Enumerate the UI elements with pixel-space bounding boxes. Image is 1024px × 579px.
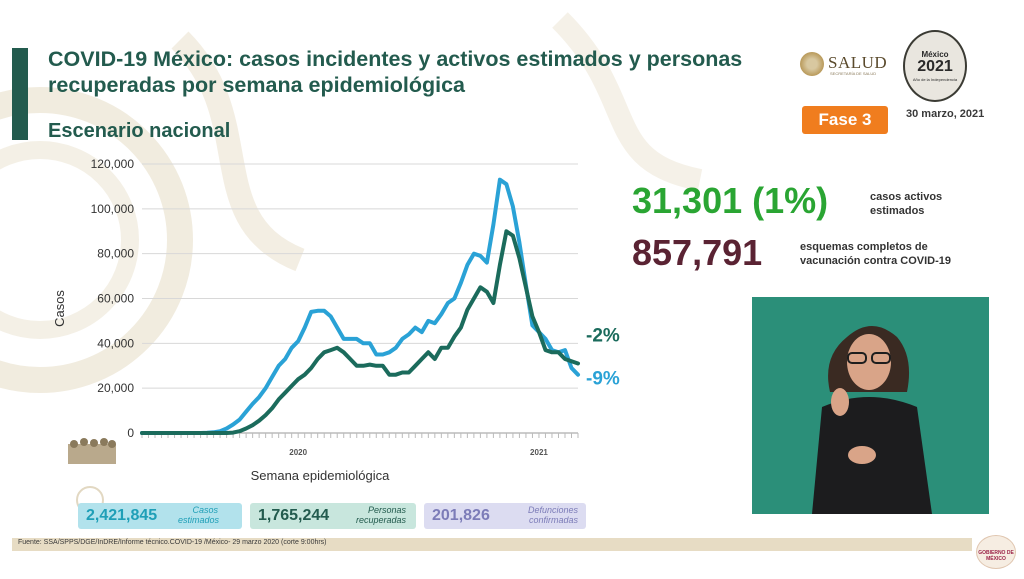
y-tick-label: 120,000 [91,157,135,171]
vaccination-value: 857,791 [632,232,763,273]
cases-line-chart: 0 20,000 40,000 60,000 80,000 100,000 120,000 2… [52,157,620,483]
y-tick-label: 0 [127,426,134,440]
y-tick-label: 60,000 [97,292,134,306]
page-subtitle: Escenario nacional [48,120,231,142]
series-line-2 [140,229,580,435]
seal-line2: Año de la Independencia [912,77,958,82]
year-label: 2021 [530,448,548,457]
y-tick-label: 100,000 [91,202,135,216]
series-line-1 [140,177,580,435]
page-title: COVID-19 México: casos incidentes y acti… [48,47,743,97]
vaccination-label: esquemas completos de vacunación contra … [800,241,951,267]
phase-badge: Fase 3 [802,106,888,134]
seal-line1: México [921,50,949,59]
stat-estimated-cases-label: Casos estimados [178,505,220,525]
source-note: Fuente: SSA/SPPS/DGE/InDRE/Informe técni… [18,539,327,546]
salud-logo-subtext: SECRETARÍA DE SALUD [830,71,877,76]
y-tick-label: 20,000 [97,381,134,395]
mexico-emblem-icon [800,52,824,76]
active-cases-label: casos activos estimados [870,191,943,217]
stat-recovered-persons: 1,765,244 Personas recuperadas [250,503,416,529]
footer-bar [12,538,972,551]
title-accent-bar [12,48,28,140]
gobierno-mexico-logo: GOBIERNO DE MÉXICO [976,535,1016,569]
sign-language-interpreter-video [752,297,989,514]
gobierno-mexico-logo-text: GOBIERNO DE MÉXICO [978,550,1014,562]
year-2021-seal: México 2021 Año de la Independencia [903,30,967,102]
series-end-label-2: -2% [586,326,620,347]
report-date: 30 marzo, 2021 [906,108,985,120]
y-tick-label: 80,000 [97,247,134,261]
stat-recovered-label: Personas recuperadas [355,505,406,525]
independence-heroes-illustration [66,436,118,464]
salud-logo-text: SALUD [828,53,888,72]
stat-confirmed-deaths: 201,826 Defunciones confirmadas [424,503,586,529]
y-axis-label: Casos [52,290,67,327]
seal-year: 2021 [917,58,953,75]
year-label: 2020 [289,448,307,457]
series-end-label-1: -9% [586,369,620,390]
stat-estimated-cases: 2,421,845 Casos estimados [78,503,242,529]
stat-deaths-label: Defunciones confirmadas [527,505,578,525]
x-axis-label: Semana epidemiológica [251,468,391,483]
stat-deaths-value: 201,826 [432,507,490,524]
stat-estimated-cases-value: 2,421,845 [86,507,158,524]
salud-logo: SALUD SECRETARÍA DE SALUD [800,52,892,78]
stat-recovered-value: 1,765,244 [258,507,330,524]
active-cases-value: 31,301 (1%) [632,180,829,221]
y-tick-label: 40,000 [97,336,134,350]
